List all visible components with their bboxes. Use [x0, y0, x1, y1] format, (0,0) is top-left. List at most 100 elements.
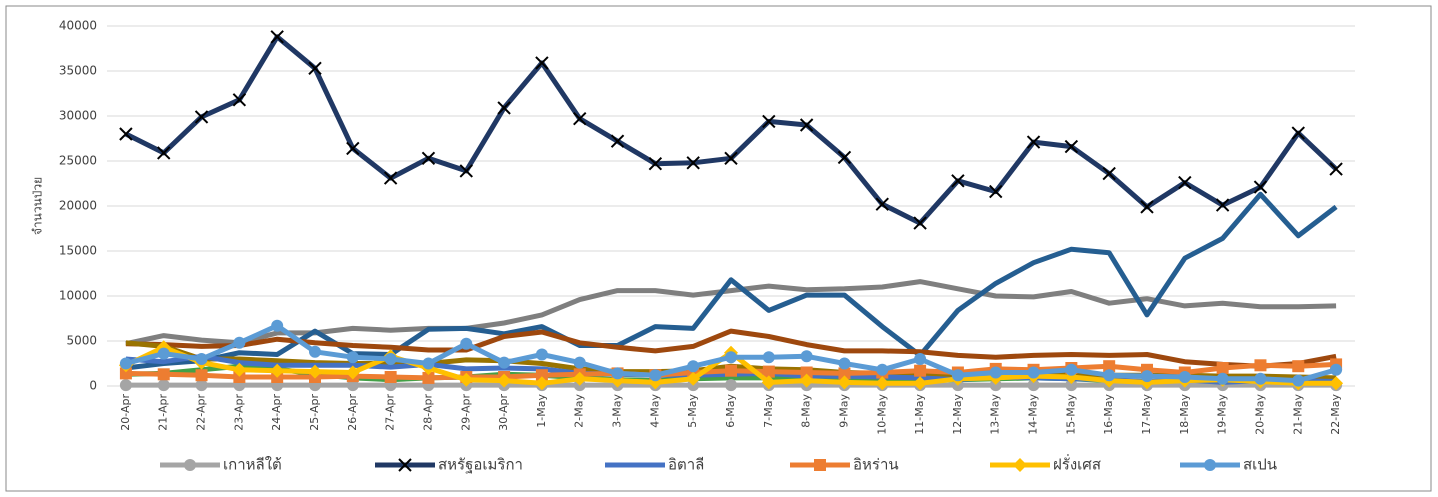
marker	[837, 150, 852, 165]
x-tick-label: 29-Apr	[459, 394, 472, 431]
marker	[308, 61, 322, 76]
x-tick-label: 3-May	[611, 394, 624, 428]
marker	[1329, 162, 1343, 176]
line	[125, 191, 1338, 371]
marker	[799, 118, 814, 132]
x-tick-label: 28-Apr	[421, 394, 434, 431]
marker	[1027, 379, 1040, 392]
y-tick-label: 15000	[59, 244, 97, 258]
marker	[346, 141, 360, 156]
x-tick-label: 30-Apr	[497, 394, 510, 431]
marker	[233, 371, 246, 383]
y-tick-label: 25000	[59, 154, 97, 168]
y-tick-label: 20000	[59, 199, 97, 213]
marker	[271, 319, 284, 332]
marker	[535, 369, 548, 382]
legend-marker	[814, 459, 826, 471]
marker	[1292, 374, 1305, 387]
x-tick-label: 22-Apr	[195, 394, 208, 431]
marker	[422, 371, 435, 384]
legend-label: อิหร่าน	[853, 456, 899, 474]
line	[125, 279, 1337, 347]
marker	[762, 114, 776, 129]
marker	[535, 56, 549, 70]
marker	[119, 367, 132, 380]
y-axis-label: จำนวนป่วย	[31, 177, 45, 235]
marker	[725, 379, 737, 392]
marker	[1254, 372, 1267, 385]
y-tick-label: 5000	[66, 334, 97, 348]
marker	[460, 337, 473, 350]
marker	[232, 362, 247, 377]
x-tick-label: 20-May	[1253, 394, 1266, 435]
marker	[686, 156, 700, 170]
series	[125, 279, 1337, 347]
series	[119, 319, 1343, 387]
marker	[649, 369, 662, 382]
marker	[535, 348, 548, 361]
x-tick-label: 23-Apr	[232, 394, 245, 431]
marker	[270, 363, 285, 378]
y-tick-label: 40000	[59, 19, 97, 33]
marker	[951, 174, 965, 188]
marker	[459, 164, 473, 178]
marker	[157, 379, 170, 392]
x-tick-label: 19-May	[1216, 394, 1229, 435]
marker	[1215, 198, 1230, 212]
marker	[1178, 371, 1191, 383]
marker	[1329, 376, 1344, 391]
marker	[1141, 370, 1153, 383]
marker	[1103, 369, 1116, 382]
marker	[119, 127, 133, 141]
x-tick-label: 21-Apr	[157, 394, 170, 431]
marker	[119, 357, 132, 370]
marker	[384, 371, 397, 383]
legend-marker	[1013, 458, 1027, 472]
marker	[914, 364, 927, 377]
marker	[195, 353, 208, 365]
marker	[270, 30, 284, 44]
marker	[1027, 366, 1040, 379]
marker	[725, 351, 737, 364]
x-tick-label: 15-May	[1064, 394, 1077, 435]
marker	[346, 351, 359, 364]
y-tick-label: 0	[89, 379, 97, 393]
series	[119, 30, 1343, 230]
x-tick-label: 7-May	[762, 394, 775, 428]
marker	[194, 110, 209, 124]
x-tick-label: 12-May	[951, 394, 964, 435]
marker	[459, 372, 474, 387]
x-tick-label: 4-May	[648, 394, 661, 428]
marker	[1026, 135, 1041, 149]
marker	[232, 93, 247, 107]
x-tick-label: 6-May	[724, 394, 737, 428]
chart-frame	[5, 5, 1432, 492]
marker	[1291, 126, 1305, 140]
y-tick-label: 30000	[59, 109, 97, 123]
marker	[573, 111, 587, 126]
marker	[913, 376, 928, 391]
legend-label: ฝรั่งเศส	[1053, 454, 1101, 474]
marker	[195, 369, 208, 382]
marker	[421, 151, 436, 166]
marker	[308, 364, 322, 379]
x-tick-label: 16-May	[1102, 394, 1115, 435]
legend-marker	[1204, 459, 1216, 471]
legend-marker	[184, 459, 196, 471]
legend-label: อิตาลี	[668, 456, 704, 474]
marker	[725, 364, 737, 377]
x-tick-label: 10-May	[875, 394, 888, 435]
legend-label: เกาหลีใต้	[223, 456, 282, 474]
x-tick-label: 18-May	[1178, 394, 1191, 435]
legend-marker	[398, 458, 412, 472]
legend-label: สหรัฐอเมริกา	[438, 456, 523, 474]
x-tick-label: 27-Apr	[384, 394, 397, 431]
marker	[913, 216, 927, 230]
marker	[157, 347, 170, 360]
marker	[1064, 139, 1079, 154]
marker	[422, 357, 435, 370]
marker	[573, 356, 586, 369]
marker	[610, 134, 625, 148]
line	[125, 328, 1337, 369]
marker	[384, 353, 397, 365]
